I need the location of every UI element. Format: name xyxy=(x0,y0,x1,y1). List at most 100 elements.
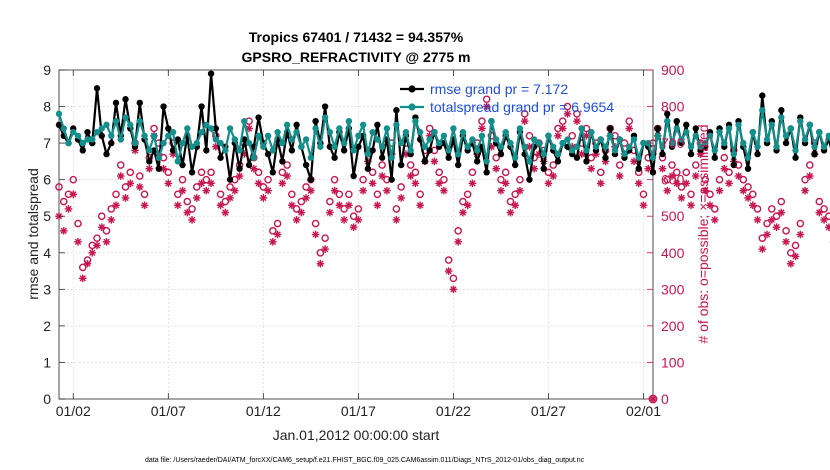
assimilated-point xyxy=(78,274,87,283)
assimilated-point xyxy=(378,172,386,180)
totalspread-point xyxy=(588,128,595,136)
asterisk-stroke xyxy=(749,202,756,209)
totalspread-point xyxy=(811,143,818,150)
possible-point xyxy=(216,190,225,199)
y-tick-label: 5 xyxy=(43,208,51,224)
totalspread-point xyxy=(84,136,91,143)
assimilated-point xyxy=(302,194,310,202)
assimilated-point xyxy=(478,124,486,133)
rmse-point xyxy=(374,121,381,129)
asterisk-stroke xyxy=(397,194,405,202)
asterisk-stroke xyxy=(483,103,490,110)
totalspread-point xyxy=(198,128,205,136)
totalspread-point xyxy=(98,125,105,132)
totalspread-point xyxy=(759,107,766,114)
assimilated-point xyxy=(321,245,329,253)
rmse-point xyxy=(136,99,143,107)
possible-point xyxy=(269,227,277,235)
rmse-point xyxy=(108,139,115,147)
rmse-point xyxy=(146,158,153,165)
totalspread-point xyxy=(531,136,538,143)
assimilated-point xyxy=(202,186,211,195)
rmse-point xyxy=(673,117,680,125)
totalspread-point xyxy=(611,147,619,154)
asterisk-stroke xyxy=(340,216,348,224)
y2-tick-label: 500 xyxy=(661,208,685,224)
assimilated-point xyxy=(725,179,733,188)
possible-point xyxy=(83,256,92,264)
rmse-point xyxy=(421,158,429,165)
totalspread-point xyxy=(426,136,433,143)
possible-point xyxy=(302,183,310,191)
asterisk-stroke xyxy=(122,194,129,202)
totalspread-point xyxy=(146,147,153,154)
assimilated-point xyxy=(264,186,272,195)
assimilated-point xyxy=(459,208,467,217)
possible-point xyxy=(150,124,158,133)
possible-point xyxy=(397,183,405,191)
asterisk-stroke xyxy=(640,202,647,209)
rmse-point xyxy=(55,121,63,129)
y-tick-label: 1 xyxy=(43,354,51,370)
assimilated-point xyxy=(615,172,624,180)
assimilated-point xyxy=(406,172,415,180)
totalspread-point xyxy=(65,139,72,147)
assimilated-point xyxy=(454,238,462,246)
totalspread-series xyxy=(55,107,830,165)
asterisk-stroke xyxy=(526,143,533,150)
totalspread-point xyxy=(421,143,429,150)
rmse-point xyxy=(122,96,129,103)
possible-point xyxy=(221,197,230,206)
possible-point xyxy=(264,175,272,184)
totalspread-point xyxy=(340,139,348,147)
totalspread-point xyxy=(820,143,828,150)
assimilated-point xyxy=(634,179,643,188)
rmse-point xyxy=(98,132,105,139)
totalspread-point xyxy=(217,139,224,147)
totalspread-point xyxy=(122,114,129,121)
totalspread-line xyxy=(57,109,830,163)
totalspread-point xyxy=(640,139,647,147)
totalspread-point xyxy=(383,125,391,132)
possible-point xyxy=(715,175,724,184)
asterisk-stroke xyxy=(616,172,623,180)
possible-point xyxy=(573,110,581,118)
assimilated-point xyxy=(383,186,391,195)
totalspread-point xyxy=(730,150,737,158)
totalspread-point xyxy=(60,125,67,132)
asterisk-stroke xyxy=(716,187,723,194)
asterisk-stroke xyxy=(825,225,830,231)
rmse-point xyxy=(279,158,286,165)
totalspread-point xyxy=(293,128,300,136)
totalspread-point xyxy=(483,158,490,165)
possible-point xyxy=(435,168,443,177)
assimilated-point xyxy=(639,201,648,210)
x-tick-label: 01/02 xyxy=(56,403,91,419)
totalspread-point xyxy=(136,117,143,125)
assimilated-point xyxy=(744,194,752,202)
asterisk-stroke xyxy=(721,165,728,172)
asterisk-stroke xyxy=(545,180,552,187)
rmse-point xyxy=(364,165,372,172)
possible-point xyxy=(406,161,415,169)
possible-point xyxy=(102,227,111,235)
asterisk-stroke xyxy=(759,245,766,253)
totalspread-point xyxy=(626,143,633,150)
assimilated-point xyxy=(710,216,719,224)
totalspread-point xyxy=(112,117,120,125)
possible-point xyxy=(78,263,87,272)
totalspread-point xyxy=(174,158,181,165)
assimilated-point xyxy=(715,186,724,195)
rmse-point xyxy=(649,169,657,176)
assimilated-point xyxy=(544,179,553,188)
y2-tick-label: 200 xyxy=(661,318,685,334)
totalspread-point xyxy=(93,128,101,136)
assimilated-point xyxy=(497,186,505,195)
asterisk-stroke xyxy=(630,158,638,165)
totalspread-point xyxy=(169,128,177,136)
asterisk-stroke xyxy=(792,253,799,260)
possible-point xyxy=(321,234,329,242)
possible-point xyxy=(283,161,291,169)
totalspread-point xyxy=(697,143,704,150)
possible-point xyxy=(677,183,686,191)
